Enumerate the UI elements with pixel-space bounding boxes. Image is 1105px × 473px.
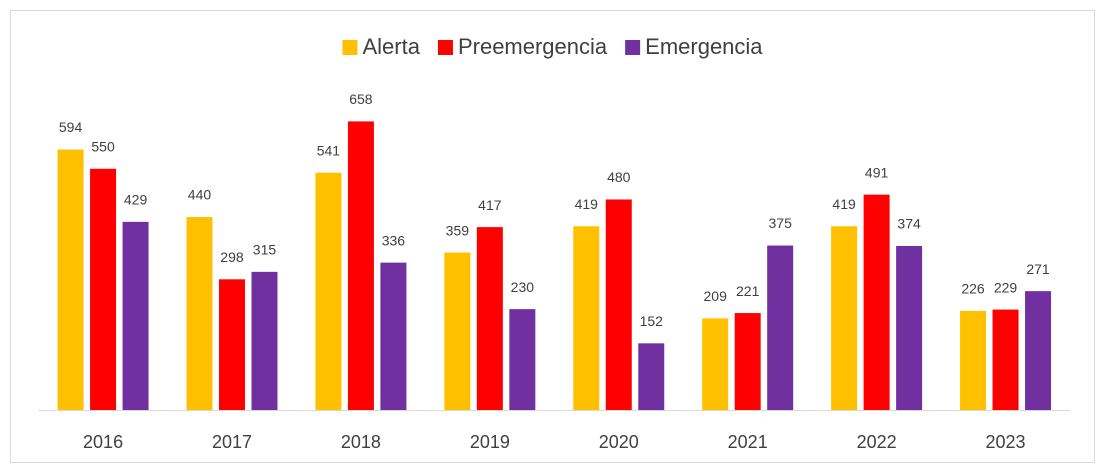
bar (1025, 291, 1052, 410)
data-label: 298 (220, 249, 244, 265)
x-tick-label: 2020 (599, 432, 639, 452)
x-tick-label: 2021 (728, 432, 768, 452)
x-tick-label: 2019 (470, 432, 510, 452)
legend-label: Emergencia (645, 34, 763, 59)
data-label: 491 (865, 164, 889, 180)
bar (251, 271, 278, 410)
bar (90, 168, 117, 410)
chart-border (10, 10, 1095, 463)
data-label: 336 (382, 232, 406, 248)
bar (605, 199, 632, 410)
bar (863, 194, 890, 410)
legend-swatch (437, 40, 453, 55)
bar (218, 279, 245, 410)
bar (315, 172, 342, 410)
bar (573, 226, 600, 410)
x-tick-label: 2023 (986, 432, 1026, 452)
bar (767, 245, 794, 410)
legend-swatch (625, 40, 641, 55)
data-label: 419 (575, 196, 599, 212)
legend-label: Preemergencia (458, 34, 608, 59)
data-label: 480 (607, 169, 631, 185)
data-label: 229 (994, 279, 1018, 295)
bar (347, 121, 374, 411)
data-label: 417 (478, 197, 502, 213)
data-label: 541 (317, 142, 341, 158)
data-label: 374 (897, 216, 921, 232)
data-label: 375 (769, 215, 793, 231)
data-label: 429 (124, 192, 148, 208)
data-label: 221 (736, 283, 760, 299)
bar (380, 262, 407, 410)
bar (444, 252, 471, 410)
bar (476, 227, 503, 410)
legend-label: Alerta (362, 34, 420, 59)
data-label: 419 (832, 196, 856, 212)
bar (960, 310, 987, 410)
data-label: 359 (446, 222, 470, 238)
bar (638, 343, 665, 410)
bar (122, 221, 149, 410)
bar (831, 226, 858, 410)
data-label: 658 (349, 91, 373, 107)
bar (896, 245, 923, 410)
legend-swatch (342, 40, 358, 55)
data-label: 209 (704, 288, 728, 304)
data-label: 271 (1026, 261, 1050, 277)
bar (57, 149, 84, 410)
x-tick-label: 2017 (212, 432, 252, 452)
x-tick-label: 2018 (341, 432, 381, 452)
x-tick-label: 2022 (857, 432, 897, 452)
bar (509, 309, 536, 410)
data-label: 315 (253, 242, 277, 258)
bar (702, 318, 729, 410)
data-label: 230 (511, 279, 535, 295)
bar (734, 313, 761, 410)
x-tick-label: 2016 (83, 432, 123, 452)
bar (186, 217, 213, 410)
data-label: 550 (91, 138, 115, 154)
data-label: 594 (59, 119, 83, 135)
data-label: 226 (961, 281, 985, 297)
data-label: 440 (188, 187, 212, 203)
data-label: 152 (640, 313, 664, 329)
bar (992, 309, 1019, 410)
